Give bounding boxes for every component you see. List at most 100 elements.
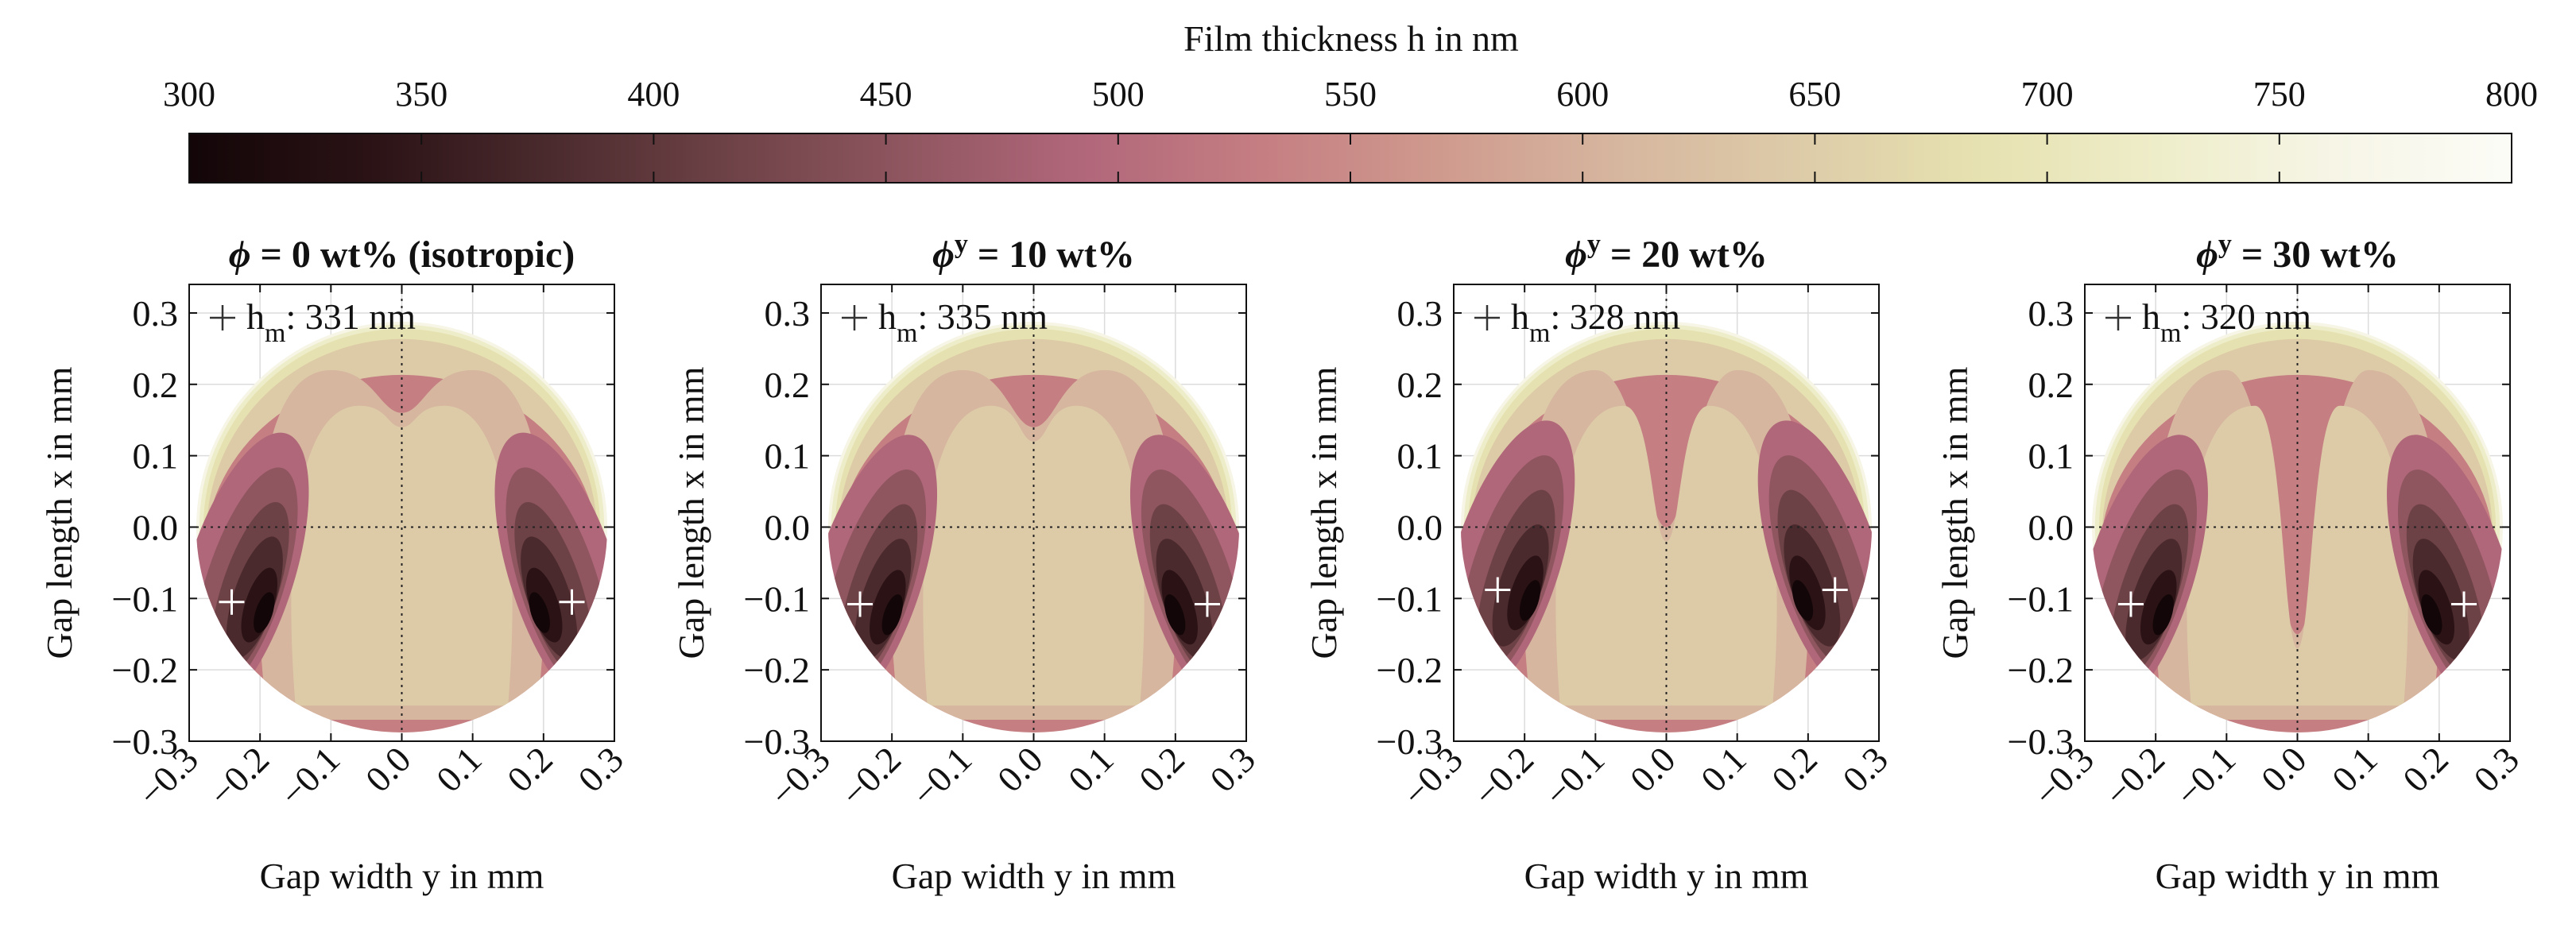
x-tick-label: 0.1 [2324, 739, 2385, 800]
colorbar-tick: 450 [860, 75, 912, 183]
subplot-2: −0.3−0.2−0.10.00.10.20.3−0.3−0.2−0.1 0.0 0… [671, 230, 1263, 896]
colorbar-ticks: 300 350 400 450 500 550 600 650 700 750 800 [163, 75, 2538, 183]
y-tick-label: −0.2 [2008, 650, 2074, 690]
x-tick-label: −0.2 [833, 739, 908, 814]
colorbar-tick: 550 [1324, 75, 1377, 183]
y-tick-label: −0.2 [112, 650, 178, 690]
colorbar-tick: 750 [2253, 75, 2306, 183]
y-tick-label: −0.1 [2008, 578, 2074, 619]
x-axis-label: Gap width y in mm [2156, 856, 2440, 896]
y-tick-label: 0.3 [2028, 293, 2074, 334]
y-axis-label: Gap length x in mm [39, 366, 79, 659]
colorbar-tick-label: 700 [2021, 75, 2074, 114]
x-tick-label: −0.1 [904, 739, 979, 814]
x-tick-label: 0.0 [358, 739, 419, 800]
y-tick-label: 0.3 [133, 293, 179, 334]
x-tick-label: 0.3 [1202, 739, 1263, 800]
film-thickness-contour [827, 321, 1240, 733]
y-tick-label: −0.2 [1377, 650, 1443, 690]
film-thickness-contour [2091, 321, 2504, 733]
y-tick-label: 0.3 [765, 293, 811, 334]
subplot-title: ϕy = 10 wt% [932, 230, 1135, 276]
y-tick-label: −0.2 [744, 650, 810, 690]
minimum-marker [219, 589, 245, 615]
colorbar-tick: 700 [2021, 75, 2074, 183]
y-axis-label: Gap length x in mm [671, 366, 711, 659]
colorbar-tick: 400 [627, 75, 680, 183]
x-tick-label: −0.2 [1466, 739, 1541, 814]
colorbar: Film thickness h in nm 300 350 400 450 500 55… [163, 18, 2538, 184]
legend: hm: 320 nm [2105, 296, 2311, 348]
legend-label: hm: 328 nm [1511, 296, 1680, 348]
minimum-marker [1485, 577, 1511, 603]
x-tick-label: 0.2 [2395, 739, 2456, 800]
subplot-1: −0.3−0.2−0.10.00.10.20.3−0.3−0.2−0.1 0.0 0… [39, 234, 631, 896]
legend-label: hm: 320 nm [2142, 296, 2311, 348]
y-tick-label: 0.1 [133, 436, 179, 477]
y-tick-label: 0.0 [2028, 507, 2074, 547]
subplot-panels: −0.3−0.2−0.10.00.10.20.3−0.3−0.2−0.1 0.0 0… [39, 230, 2527, 896]
x-tick-label: 0.0 [2253, 739, 2315, 800]
legend: hm: 331 nm [210, 296, 416, 348]
y-tick-label: 0.1 [2028, 436, 2074, 477]
colorbar-tick-label: 300 [163, 75, 215, 114]
y-tick-label: −0.3 [744, 721, 810, 762]
y-axis-label: Gap length x in mm [1303, 366, 1344, 659]
x-tick-label: 0.1 [1693, 739, 1754, 800]
y-tick-label: 0.1 [765, 436, 811, 477]
subplot-title: ϕ = 0 wt% (isotropic) [229, 234, 575, 276]
colorbar-tick-label: 600 [1556, 75, 1609, 114]
y-axis-label: Gap length x in mm [1935, 366, 1975, 659]
minimum-marker [1194, 591, 1220, 617]
colorbar-tick: 500 [1092, 75, 1145, 183]
colorbar-tick: 800 [2485, 75, 2538, 183]
x-tick-label: 0.0 [990, 739, 1051, 800]
y-tick-label: 0.2 [133, 365, 179, 405]
y-tick-label: 0.2 [1397, 365, 1443, 405]
minimum-marker [2117, 591, 2144, 617]
y-tick-label: −0.1 [744, 578, 810, 619]
colorbar-tick-label: 550 [1324, 75, 1377, 114]
x-tick-label: 0.3 [2466, 739, 2527, 800]
x-tick-label: −0.2 [2097, 739, 2172, 814]
subplot-title: ϕy = 20 wt% [1565, 230, 1768, 276]
x-tick-label: 0.1 [428, 739, 490, 800]
colorbar-tick-label: 750 [2253, 75, 2306, 114]
y-tick-label: −0.1 [112, 578, 178, 619]
colorbar-tick-label: 800 [2485, 75, 2538, 114]
y-tick-label: 0.1 [1397, 436, 1443, 477]
y-tick-label: 0.3 [1397, 293, 1443, 334]
x-tick-label: −0.1 [1536, 739, 1612, 814]
colorbar-tick: 600 [1556, 75, 1609, 183]
x-tick-label: −0.2 [201, 739, 277, 814]
y-tick-label: 0.0 [1397, 507, 1443, 547]
x-axis-label: Gap width y in mm [892, 856, 1176, 896]
colorbar-tick-label: 450 [860, 75, 912, 114]
minimum-marker [847, 591, 874, 617]
subplot-4: −0.3−0.2−0.10.00.10.20.3−0.3−0.2−0.1 0.0 0… [1935, 230, 2527, 896]
legend: hm: 328 nm [1474, 296, 1680, 348]
x-tick-label: 0.3 [1834, 739, 1896, 800]
y-tick-label: 0.0 [765, 507, 811, 547]
y-tick-label: 0.2 [765, 365, 811, 405]
colorbar-tick-label: 400 [627, 75, 680, 114]
x-tick-label: 0.2 [1131, 739, 1192, 800]
y-tick-label: −0.3 [112, 721, 178, 762]
y-tick-label: −0.3 [1377, 721, 1443, 762]
minimum-marker [2451, 591, 2477, 617]
subplot-3: −0.3−0.2−0.10.00.10.20.3−0.3−0.2−0.1 0.0 0… [1303, 230, 1896, 896]
y-tick-label: 0.0 [133, 507, 179, 547]
y-tick-label: 0.2 [2028, 365, 2074, 405]
colorbar-tick: 350 [395, 75, 447, 183]
colorbar-tick-label: 500 [1092, 75, 1145, 114]
subplot-title: ϕy = 30 wt% [2196, 230, 2399, 276]
legend-label: hm: 331 nm [246, 296, 416, 348]
minimum-marker [559, 589, 585, 615]
y-tick-label: −0.1 [1377, 578, 1443, 619]
x-axis-label: Gap width y in mm [1524, 856, 1809, 896]
x-tick-label: 0.3 [570, 739, 631, 800]
colorbar-tick: 300 [163, 75, 215, 183]
x-tick-label: 0.0 [1622, 739, 1683, 800]
colorbar-tick: 650 [1788, 75, 1841, 183]
